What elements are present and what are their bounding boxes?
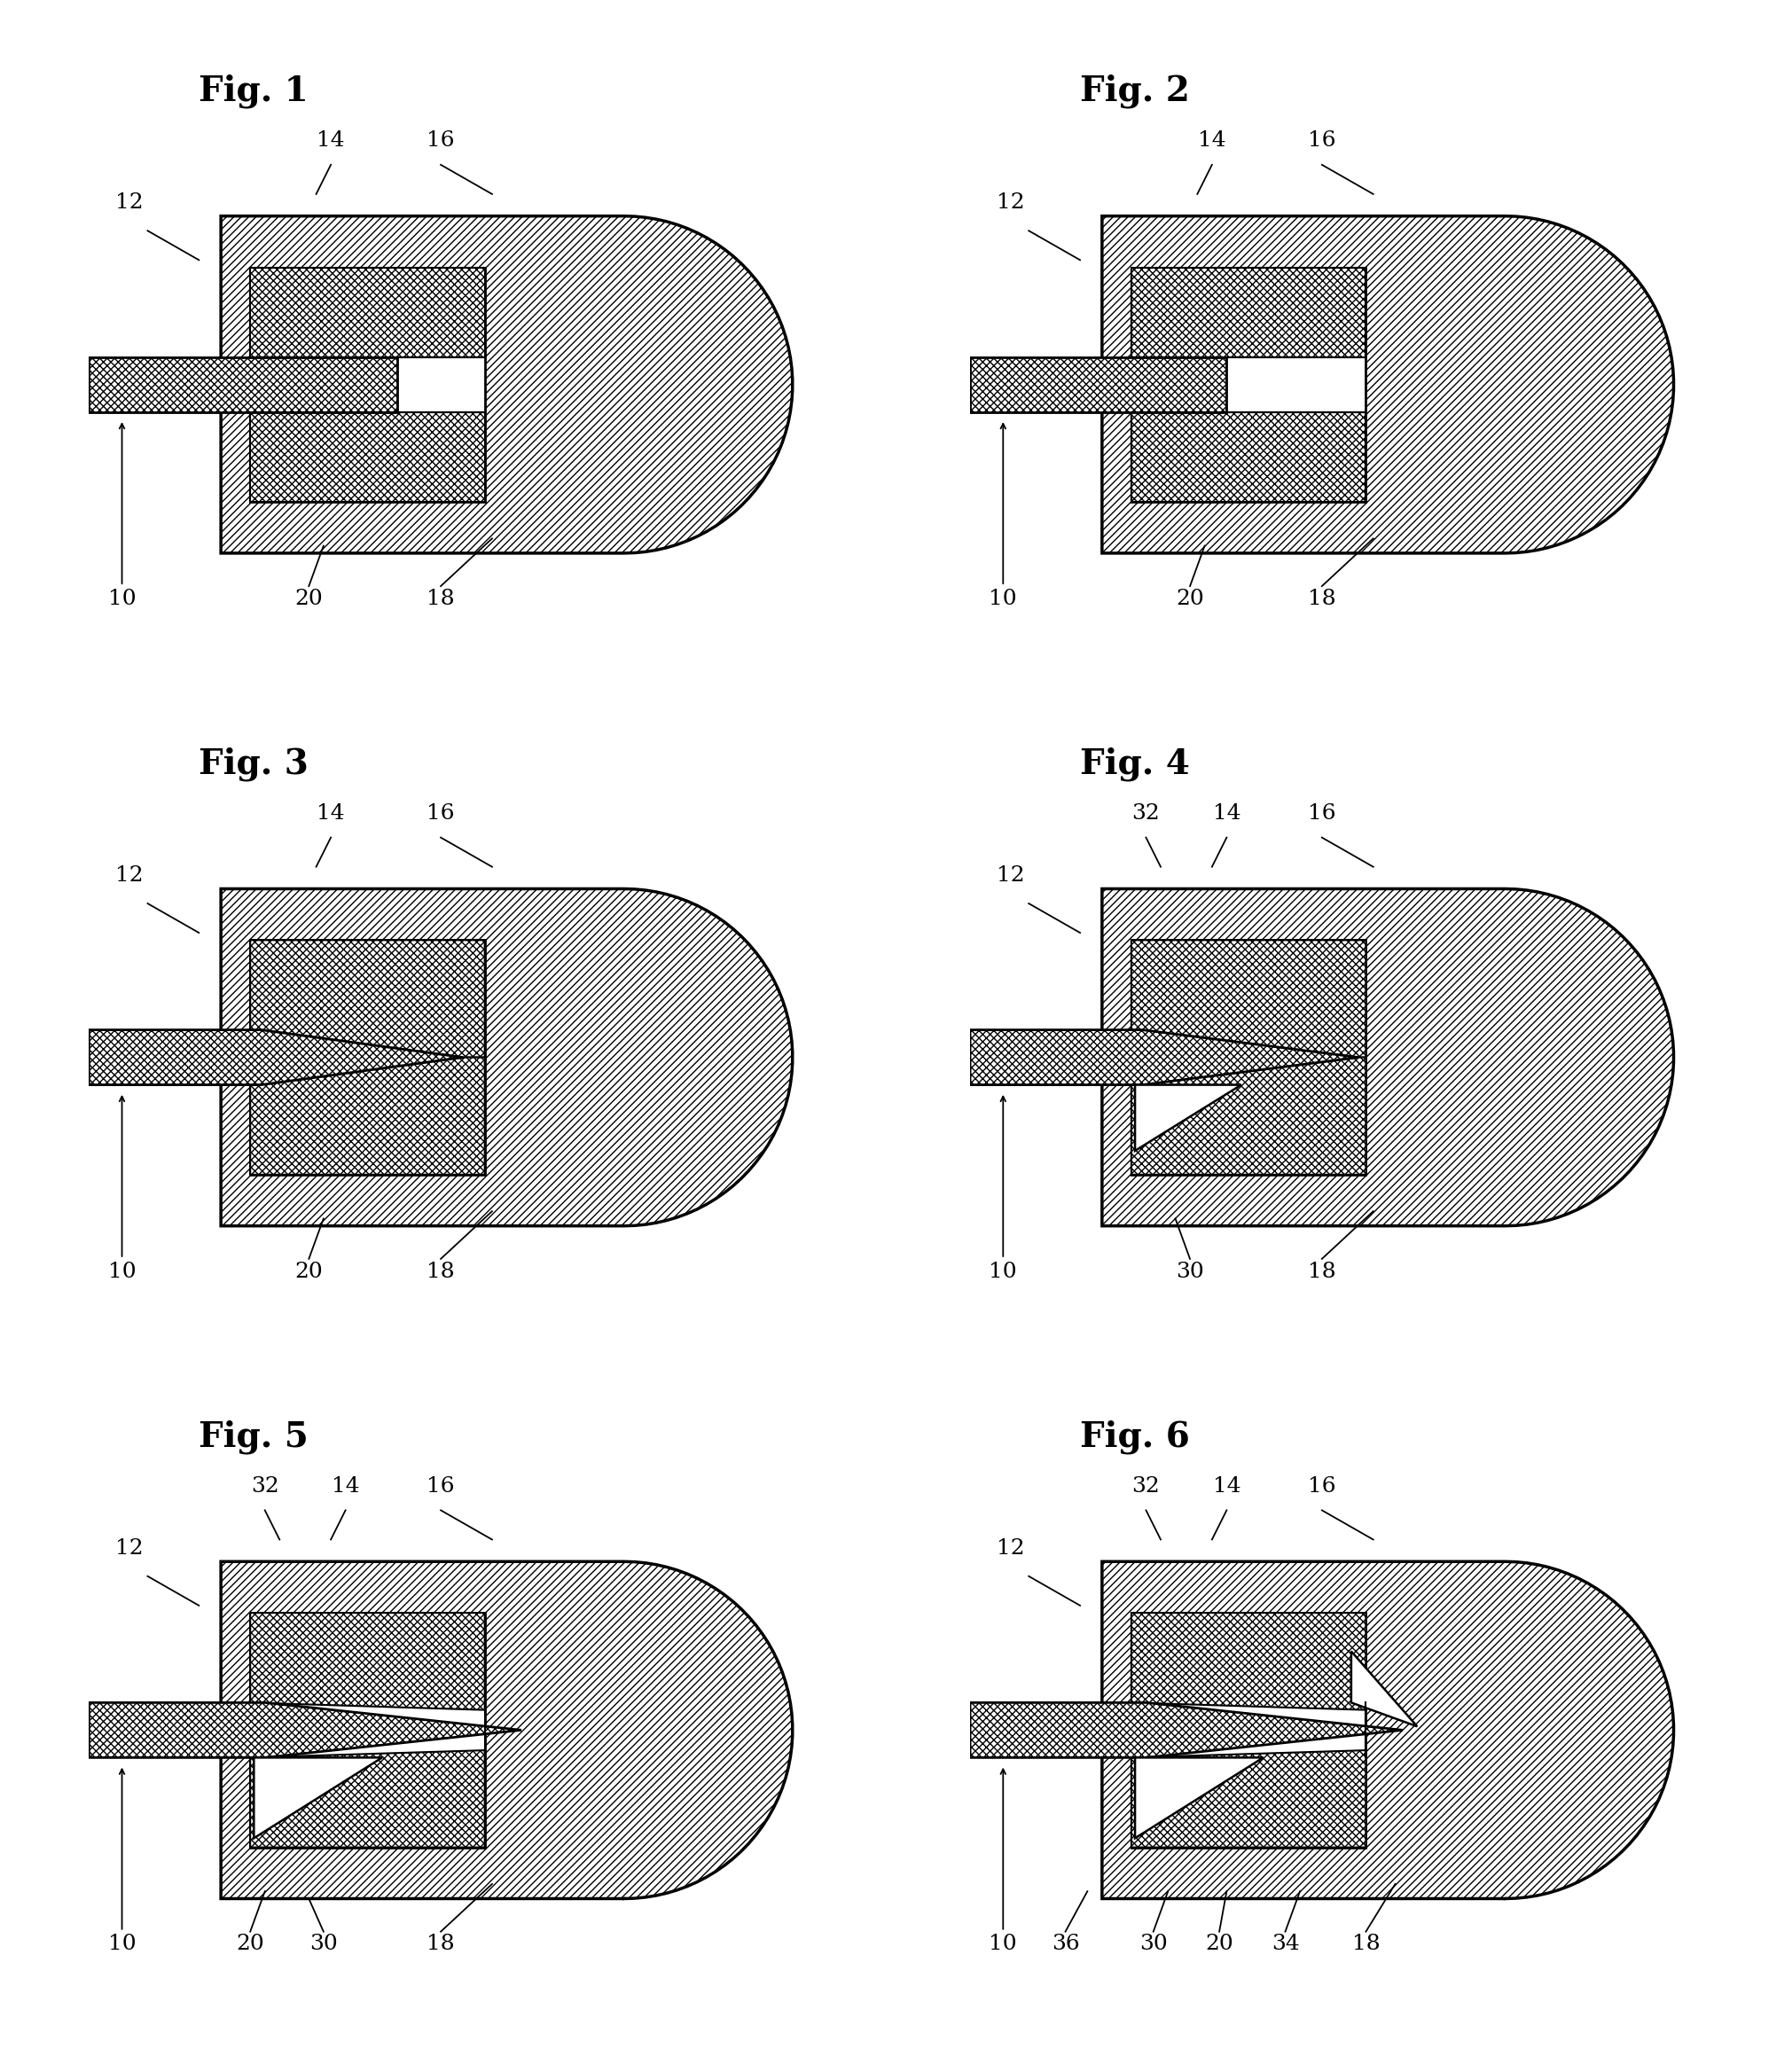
Text: 16: 16 [426,1475,455,1496]
Polygon shape [1131,1057,1366,1175]
Text: 12: 12 [115,193,143,213]
Polygon shape [1131,1612,1366,1709]
Text: Fig. 1: Fig. 1 [199,75,308,108]
Text: 20: 20 [1176,588,1204,609]
Text: 18: 18 [426,588,455,609]
Text: Fig. 2: Fig. 2 [1081,75,1190,108]
Polygon shape [90,1703,521,1757]
Text: 16: 16 [1308,131,1335,151]
Polygon shape [1131,941,1366,1057]
Polygon shape [969,356,1228,412]
Text: 30: 30 [1140,1933,1167,1954]
Text: 12: 12 [115,1537,143,1558]
Polygon shape [1131,1751,1366,1848]
Text: 12: 12 [115,866,143,887]
Text: 10: 10 [108,1262,136,1283]
Text: 12: 12 [996,866,1025,887]
Text: 32: 32 [251,1475,280,1496]
Text: 12: 12 [996,193,1025,213]
Text: 16: 16 [426,131,455,151]
Text: 32: 32 [1133,1475,1159,1496]
Polygon shape [1102,889,1674,1227]
Text: 16: 16 [426,804,455,823]
Polygon shape [251,1612,486,1848]
Polygon shape [251,941,486,1175]
Polygon shape [251,412,486,501]
Text: Fig. 6: Fig. 6 [1081,1419,1190,1455]
Text: 14: 14 [317,131,344,151]
Polygon shape [220,889,792,1227]
Text: 16: 16 [1308,804,1335,823]
Polygon shape [1102,215,1674,553]
Polygon shape [220,1562,792,1898]
Text: 14: 14 [332,1475,360,1496]
Polygon shape [1131,941,1366,1175]
Polygon shape [251,1612,486,1709]
Text: 12: 12 [996,1537,1025,1558]
Text: 36: 36 [1052,1933,1079,1954]
Text: 14: 14 [317,804,344,823]
Polygon shape [1131,412,1366,501]
Text: 34: 34 [1271,1933,1299,1954]
Polygon shape [251,267,486,356]
Text: 10: 10 [989,588,1018,609]
Polygon shape [1351,1651,1417,1726]
Text: 20: 20 [294,588,323,609]
Text: 18: 18 [1308,588,1335,609]
Text: 18: 18 [1351,1933,1380,1954]
Text: 20: 20 [294,1262,323,1283]
Text: 14: 14 [1199,131,1226,151]
Polygon shape [1102,1562,1674,1898]
Text: 18: 18 [1308,1262,1335,1283]
Polygon shape [1134,1086,1242,1150]
Polygon shape [1134,1757,1263,1838]
Polygon shape [251,267,486,501]
Text: 14: 14 [1213,1475,1240,1496]
Text: 10: 10 [108,588,136,609]
Polygon shape [969,1030,1358,1086]
Text: 20: 20 [1206,1933,1233,1954]
Text: 18: 18 [426,1933,455,1954]
Polygon shape [90,356,396,412]
Polygon shape [969,1703,1403,1757]
Polygon shape [251,1057,486,1175]
Text: Fig. 5: Fig. 5 [199,1419,308,1455]
Polygon shape [251,1751,486,1848]
Text: 10: 10 [108,1933,136,1954]
Text: 14: 14 [1213,804,1240,823]
Text: Fig. 4: Fig. 4 [1081,748,1190,781]
Text: Fig. 3: Fig. 3 [199,748,308,781]
Text: 18: 18 [426,1262,455,1283]
Text: 32: 32 [1133,804,1159,823]
Polygon shape [1131,1612,1366,1848]
Polygon shape [254,1757,382,1838]
Text: 16: 16 [1308,1475,1335,1496]
Polygon shape [90,1030,462,1086]
Text: 20: 20 [237,1933,263,1954]
Polygon shape [1131,267,1366,356]
Polygon shape [220,215,792,553]
Polygon shape [1131,267,1366,501]
Text: 30: 30 [310,1933,337,1954]
Polygon shape [251,941,486,1057]
Text: 10: 10 [989,1933,1018,1954]
Text: 30: 30 [1176,1262,1204,1283]
Text: 10: 10 [989,1262,1018,1283]
